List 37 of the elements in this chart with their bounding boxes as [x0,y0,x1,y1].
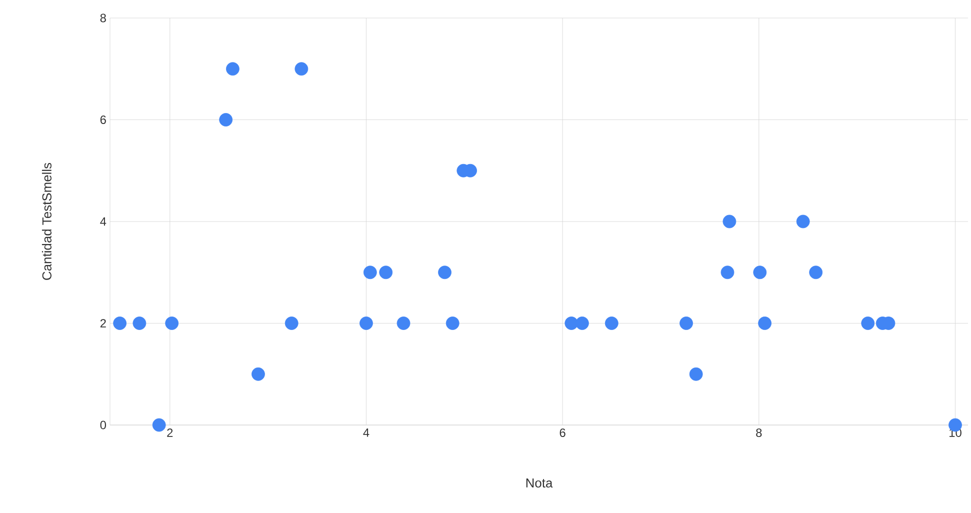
y-tick-label: 4 [100,217,106,226]
point [720,266,734,280]
point [396,316,410,330]
point [113,316,127,330]
point [363,266,377,280]
point [294,62,308,76]
x-tick-label: 4 [363,428,370,437]
point [758,316,772,330]
x-tick-label: 8 [756,428,762,437]
point [796,214,810,228]
point [809,266,823,280]
point [360,316,373,330]
point [132,316,146,330]
point [575,316,589,330]
point [722,214,736,228]
y-tick-label: 2 [100,319,106,328]
y-tick-label: 8 [100,14,106,22]
point [680,316,693,330]
point [152,418,166,432]
point [604,316,618,330]
point [165,316,179,330]
point [446,316,460,330]
y-axis-title: Cantidad TestSmells [42,162,52,280]
point [226,62,240,76]
y-tick-label: 6 [100,116,106,124]
point [252,367,265,381]
x-tick-label: 6 [560,428,566,437]
point [861,316,875,330]
x-axis-title: Nota [526,478,553,488]
y-tick-label: 0 [100,420,106,430]
point [219,113,233,126]
point [284,316,298,330]
point [753,266,767,280]
point [438,266,452,280]
point [689,367,703,381]
point [379,266,393,280]
x-tick-label: 2 [167,428,173,437]
